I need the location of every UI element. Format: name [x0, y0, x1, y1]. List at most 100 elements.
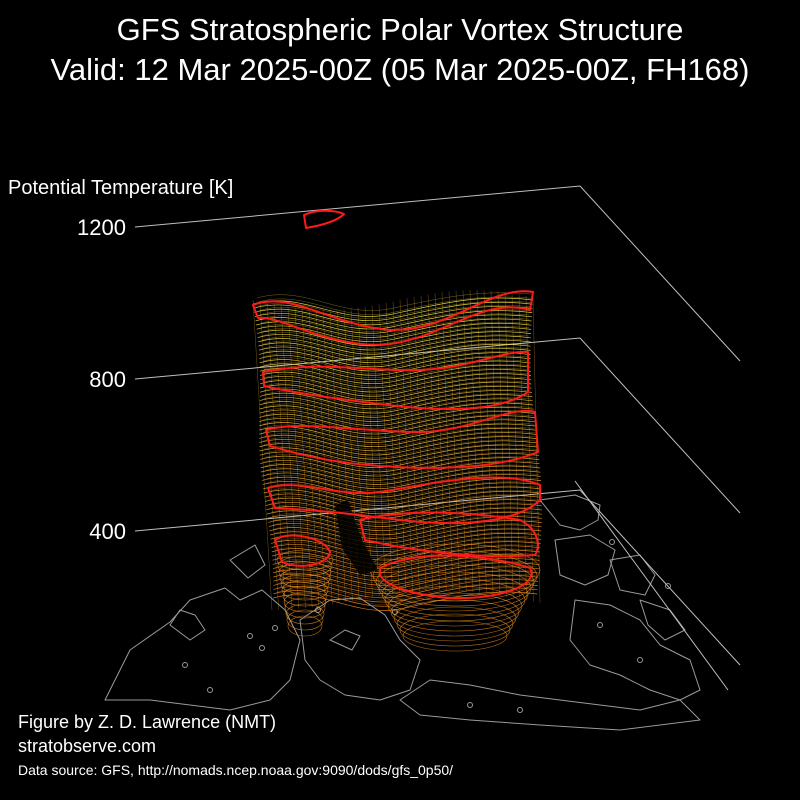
isentrope-contour-back — [263, 435, 536, 454]
isentrope-contour — [259, 444, 538, 464]
island — [207, 687, 213, 693]
isentrope-contour-back — [276, 548, 538, 567]
surface-rib — [252, 299, 273, 611]
surface-rib — [287, 306, 306, 609]
coastline — [169, 609, 206, 641]
island — [467, 702, 473, 708]
lobe-contour — [402, 620, 508, 652]
island — [517, 707, 523, 713]
surface-rib — [462, 290, 474, 592]
vortex-surface — [252, 209, 542, 652]
highlight-contour — [267, 476, 541, 525]
isentrope-contour — [269, 524, 542, 544]
isentrope-contour-back — [277, 578, 536, 597]
chart-title: GFS Stratospheric Polar Vortex Structure — [116, 12, 684, 47]
island — [315, 607, 321, 613]
chart-subtitle: Valid: 12 Mar 2025-00Z (05 Mar 2025-00Z,… — [50, 52, 750, 87]
lobe-contour — [287, 615, 323, 637]
isentrope-contour — [269, 528, 542, 548]
surface-rib — [357, 307, 373, 598]
surface-rib — [497, 291, 507, 597]
isentrope-contour — [259, 402, 534, 422]
highlight-contour — [265, 409, 539, 469]
isentrope-contour — [259, 436, 537, 456]
surface-rib — [532, 297, 541, 603]
isentrope-contour-back — [256, 292, 532, 311]
isentrope-contour — [264, 490, 542, 511]
isentrope-contour-back — [264, 372, 530, 391]
lobe-contour — [285, 603, 325, 625]
highlight-contour — [303, 209, 345, 229]
figure-credit: Figure by Z. D. Lawrence (NMT) — [18, 712, 277, 732]
island — [182, 662, 188, 668]
surface-rib — [406, 298, 420, 591]
isentrope-contour — [259, 377, 532, 397]
island — [597, 622, 603, 628]
z-gridline — [134, 185, 741, 362]
isentrope-contour-back — [263, 439, 536, 458]
isentrope-contour-back — [263, 414, 533, 433]
isentrope-contour — [259, 356, 531, 376]
surface-rib — [266, 302, 286, 610]
surface-rib — [385, 302, 400, 593]
isentrope-contour-back — [274, 527, 540, 546]
isentrope-contour — [259, 423, 536, 443]
surface-rib — [476, 290, 487, 594]
surface-rib — [294, 307, 313, 608]
isentrope-contour — [259, 360, 531, 380]
isentrope-contour — [264, 495, 542, 515]
isentrope-contour-back — [264, 456, 538, 475]
surface-rib — [280, 305, 299, 609]
surface-rib — [259, 301, 279, 610]
lobe-contour — [399, 613, 511, 647]
island — [609, 539, 615, 545]
coastline — [104, 587, 301, 711]
coastline — [229, 544, 266, 579]
z-axis-label: Potential Temperature [K] — [8, 177, 233, 199]
isentrope-contour-back — [265, 464, 539, 483]
isentrope-contour-back — [260, 317, 530, 336]
surface-rib — [469, 290, 480, 593]
surface-rib — [273, 304, 293, 610]
lobe-contour — [375, 557, 535, 607]
isentrope-contour — [259, 427, 536, 448]
surface-rib — [511, 293, 521, 600]
surface-rib — [329, 309, 346, 602]
lobe-contour — [387, 585, 523, 627]
isentrope-contour-back — [277, 586, 536, 605]
lobe-contour — [277, 555, 333, 577]
isentrope-contour-back — [263, 342, 529, 362]
isentrope-contour-back — [257, 296, 531, 315]
isentrope-contour — [259, 394, 533, 414]
lobe-contour — [276, 549, 334, 571]
surface-rib — [490, 290, 500, 596]
island — [665, 583, 671, 589]
axis-frame — [134, 185, 741, 691]
isentrope-contour-back — [267, 481, 540, 500]
surface-rib — [399, 299, 413, 592]
lobe-contour — [281, 579, 329, 601]
surface-rib — [371, 305, 387, 595]
coastline — [569, 599, 701, 701]
highlight-contour — [262, 350, 529, 410]
isentrope-contour — [259, 364, 531, 385]
isentrope-contour — [259, 406, 534, 427]
z-gridline — [134, 337, 741, 514]
surface-rib — [413, 296, 427, 591]
lobe-contour — [282, 585, 328, 607]
isentrope-contour — [270, 537, 541, 557]
island — [637, 657, 643, 663]
surface-rib — [525, 295, 534, 602]
isentrope-contour — [267, 511, 542, 532]
isentrope-contour — [261, 465, 541, 485]
coastline — [639, 599, 686, 641]
isentrope-contour-back — [276, 557, 538, 576]
surface-rib — [420, 295, 433, 591]
lobe-contour — [283, 591, 327, 613]
coastline — [329, 629, 361, 651]
isentrope-contour-back — [263, 380, 530, 399]
isentrope-contour-back — [265, 460, 539, 479]
isentrope-contour — [259, 369, 531, 389]
surface-rib — [434, 293, 447, 591]
